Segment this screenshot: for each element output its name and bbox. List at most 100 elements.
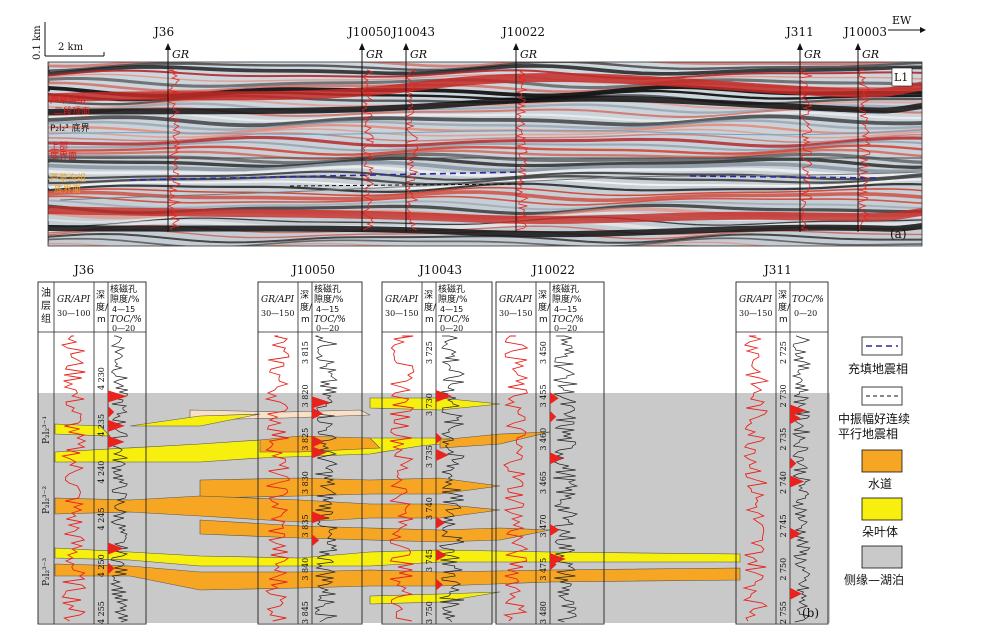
reflector [48, 190, 922, 203]
nmr-peak [550, 410, 557, 423]
sand-body [369, 397, 501, 411]
nmr-peak [790, 527, 802, 540]
depth-label: 3 725 [425, 341, 434, 364]
legend-label-0: 充填地震相 [848, 361, 908, 376]
nmr-peak [312, 446, 327, 459]
depth-header: 深 [424, 290, 433, 301]
depth-label: 3 455 [539, 384, 548, 407]
gr-label: GR [366, 48, 383, 61]
depth-label: 3 740 [425, 497, 434, 520]
depth-header: 深 [300, 290, 309, 301]
gr-curve [798, 69, 813, 231]
gr-range: 30—150 [385, 309, 418, 318]
gr-curve [502, 335, 529, 622]
well-log-name: J10050 [290, 263, 335, 277]
gr-header: GR/API [499, 295, 533, 305]
horizon-label-4: 芦草沟组 [50, 172, 86, 184]
depth-label: 4 250 [97, 554, 106, 577]
sublayer-label: P₂l₂³⁻³ [42, 557, 52, 586]
nmr-peak [790, 475, 805, 488]
depth-label: 3 820 [301, 384, 310, 407]
nmr-peak [312, 511, 328, 524]
depth-header: 度/ [424, 301, 437, 313]
nmr-peak [436, 549, 447, 562]
reflector [48, 62, 911, 68]
depth-label: 3 465 [539, 471, 548, 494]
legend-item-lobe: 朵叶体 [861, 497, 903, 539]
horizon-label-1b: 二段顶面 [54, 105, 90, 117]
nmr-peak [550, 452, 563, 465]
section-label: L1 [894, 71, 908, 84]
depth-label: 3 450 [539, 341, 548, 364]
toc-range: 0—20 [112, 324, 135, 333]
depth-label: 2 740 [779, 471, 788, 494]
nmr-header: 隙度/% [314, 293, 344, 305]
toc-curve [314, 335, 338, 623]
reflector [48, 182, 922, 194]
depth-label: 4 240 [97, 461, 106, 484]
depth-label: 3 735 [425, 445, 434, 468]
depth-label: 3 750 [425, 601, 434, 624]
nmr-header: 隙度/% [110, 293, 140, 305]
horizon-labels: 芦草沟组 二段顶面 P₂l₂³ 底界 上部 底界面 芦草沟组 底界面 [50, 94, 90, 195]
well-log-J36: J36 油层组 P₂l₂³⁻¹ P₂l₂³⁻² P₂l₂³⁻³ GR/API 30—100 深… [37, 263, 147, 625]
reflector [280, 245, 703, 246]
gr-range: 30—150 [499, 309, 532, 318]
gr-curve [404, 69, 419, 231]
gr-range: 30—100 [57, 309, 90, 318]
legend-label-1b: 平行地震相 [838, 427, 898, 441]
reflector [48, 152, 922, 165]
nmr-peak [550, 392, 559, 405]
sand-body [369, 591, 501, 605]
depth-header: 度/ [778, 301, 791, 313]
depth-label: 2 735 [779, 428, 788, 451]
seismic-image [48, 62, 922, 246]
well-markers: J36GRJ10050GRJ10043GRJ10022GRJ311GRJ1000… [152, 25, 887, 232]
depth-header: m [97, 315, 106, 325]
nmr-peak [312, 407, 323, 420]
toc-curve [791, 335, 812, 623]
horizon-label-2: P₂l₂³ 底界 [50, 122, 90, 134]
depth-label: 3 830 [301, 471, 310, 494]
nmr-peak [436, 448, 449, 461]
sand-body [259, 435, 381, 453]
nmr-header: 核磁孔 [110, 283, 137, 295]
depth-header: m [539, 315, 548, 325]
panel-label-a: (a) [890, 227, 907, 241]
sand-body [54, 495, 501, 523]
nmr-peak [108, 405, 115, 418]
fill-facies-line-2 [689, 175, 881, 179]
depth-header: m [301, 315, 310, 325]
reflector-strong [48, 73, 922, 103]
well-log-name: J36 [72, 263, 94, 277]
nmr-peak [108, 542, 124, 555]
horizon-line-1 [47, 129, 923, 136]
well-log-J10050: J10050 GR/API 30—150 深度/m 核磁孔隙度/%4—15TOC/%0—… [257, 263, 363, 625]
depth-label: 3 730 [425, 393, 434, 416]
nmr-peak [312, 396, 331, 409]
reflector [48, 232, 922, 244]
depth-label: 2 725 [779, 341, 788, 364]
depth-header: 度/ [300, 301, 313, 313]
gr-curve [389, 335, 415, 622]
horizon-label-1: 芦草沟组 [50, 94, 86, 106]
gr-curve [264, 335, 291, 622]
nmr-peak [790, 404, 807, 417]
direction-label: EW [892, 14, 912, 27]
reflector [48, 132, 922, 143]
reflector [48, 160, 922, 174]
depth-header: m [425, 315, 434, 325]
legend-label-1a: 中振幅好连续 [838, 411, 910, 426]
gr-label: GR [410, 48, 427, 61]
reflector-strong [48, 223, 922, 238]
well-marker-J10003: J10003 GR [842, 25, 887, 232]
nmr-range: 4—15 [112, 305, 135, 314]
well-name: J36 [152, 25, 174, 39]
panel-label-b: (b) [802, 606, 819, 620]
nmr-header: 隙度/% [552, 293, 582, 305]
gr-range: 30—150 [739, 309, 772, 318]
well-marker-J10043: J10043 GR [390, 25, 435, 232]
reflector [48, 216, 922, 227]
nmr-header: 核磁孔 [438, 283, 465, 295]
